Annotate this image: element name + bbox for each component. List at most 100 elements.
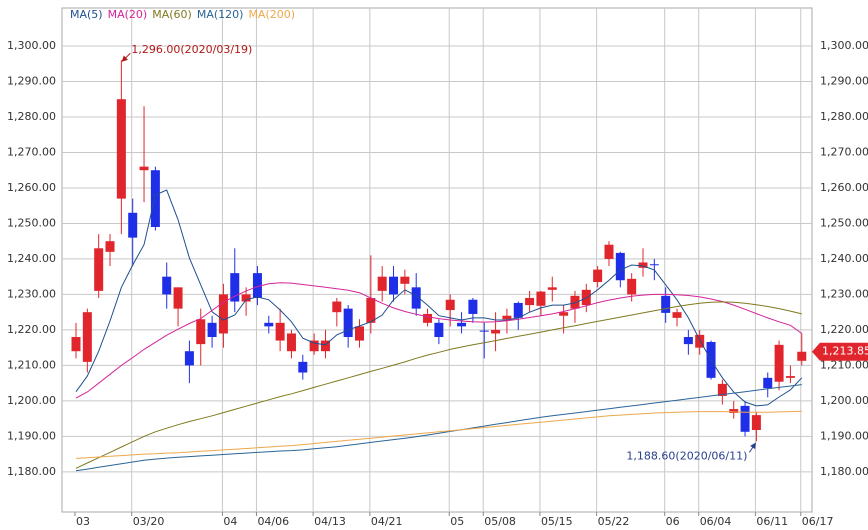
x-tick-label: 05/08 (484, 515, 516, 528)
candle-body (207, 322, 217, 338)
x-tick-label: 03/20 (133, 515, 165, 528)
legend-entry: MA(200) (248, 8, 295, 21)
x-tick-label: 05 (450, 515, 464, 528)
candle-body (627, 278, 637, 295)
candle-body (423, 313, 433, 323)
candle-body (355, 326, 364, 341)
candle-body (184, 351, 194, 366)
candle-body (649, 264, 659, 266)
candle-body (774, 344, 784, 382)
x-tick-label: 06/04 (700, 515, 732, 528)
ma-line (75, 384, 802, 472)
candle-body (343, 308, 353, 338)
candle-body (491, 329, 501, 334)
y2-tick-label: 1,290.00 (820, 74, 868, 87)
candle-body (785, 376, 795, 378)
candle-body (434, 322, 444, 338)
candle-body (604, 244, 614, 259)
plot-area (61, 7, 813, 513)
candle-body (638, 262, 648, 268)
candle-body (468, 299, 478, 314)
y2-tick-label: 1,210.00 (820, 358, 868, 371)
candle-body (332, 301, 342, 313)
y-tick-label: 1,220.00 (7, 323, 56, 336)
y-tick-label: 1,190.00 (7, 429, 56, 442)
candle-body (729, 409, 739, 413)
candle-body (763, 377, 773, 389)
y-tick-label: 1,300.00 (7, 39, 56, 52)
candle-body (286, 333, 296, 352)
candle-body (105, 241, 115, 252)
y2-tick-label: 1,190.00 (820, 429, 868, 442)
candle-body (218, 294, 228, 334)
candle-body (525, 297, 535, 306)
candle-body (82, 312, 92, 362)
candle-body (683, 337, 693, 345)
candle-body (559, 312, 569, 316)
x-tick-label: 05/15 (541, 515, 573, 528)
y2-tick-label: 1,230.00 (820, 287, 868, 300)
y-tick-label: 1,230.00 (7, 287, 56, 300)
candle-body (377, 276, 387, 291)
y2-tick-label: 1,250.00 (820, 216, 868, 229)
candle-body (513, 302, 523, 318)
last-price-label: 1,213.85 (822, 345, 868, 358)
y-tick-label: 1,280.00 (7, 110, 56, 123)
y-tick-label: 1,260.00 (7, 181, 56, 194)
candle-body (320, 340, 330, 352)
x-tick-label: 04/06 (257, 515, 289, 528)
candle-body (162, 276, 172, 295)
y-tick-label: 1,270.00 (7, 145, 56, 158)
legend-entry: MA(120) (197, 8, 244, 21)
candle-body (173, 287, 183, 309)
y2-tick-label: 1,280.00 (820, 110, 868, 123)
x-tick-label: 06 (666, 515, 680, 528)
y-tick-label: 1,240.00 (7, 252, 56, 265)
y2-tick-label: 1,180.00 (820, 465, 868, 478)
y-tick-label: 1,210.00 (7, 358, 56, 371)
x-tick-label: 05/22 (598, 515, 630, 528)
candle-body (502, 315, 512, 320)
annotation-high: 1,296.00(2020/03/19) (131, 43, 252, 56)
candles (71, 60, 807, 442)
candle-body (366, 297, 376, 323)
candle-body (445, 299, 455, 311)
candle-body (740, 405, 750, 432)
candle-body (150, 170, 160, 227)
candle-body (264, 322, 274, 327)
candle-body (71, 337, 81, 352)
candle-body (751, 415, 761, 431)
candle-body (593, 269, 603, 283)
legend-entry: MA(60) (152, 8, 192, 21)
candle-body (797, 351, 807, 361)
y2-tick-label: 1,220.00 (820, 323, 868, 336)
y2-tick-label: 1,240.00 (820, 252, 868, 265)
candle-body (661, 295, 671, 313)
y-tick-label: 1,290.00 (7, 74, 56, 87)
x-tick-label: 06/17 (802, 515, 834, 528)
y2-tick-label: 1,300.00 (820, 39, 868, 52)
x-tick-label: 04/13 (314, 515, 346, 528)
candle-body (128, 212, 138, 238)
candle-body (116, 99, 126, 199)
candle-body (695, 334, 705, 348)
last-price-tag (812, 342, 868, 361)
candle-body (570, 295, 580, 309)
candle-body (230, 273, 240, 302)
candle-body (139, 166, 149, 171)
candle-body (275, 322, 285, 341)
candle-body (717, 383, 727, 396)
candle-body (252, 273, 262, 298)
candle-body (389, 276, 399, 295)
candle-body (411, 287, 421, 309)
y-tick-label: 1,180.00 (7, 465, 56, 478)
x-tick-label: 04 (223, 515, 237, 528)
candle-body (298, 361, 308, 373)
candle-body (615, 252, 625, 281)
candle-body (457, 322, 467, 327)
candle-body (536, 291, 546, 306)
ma-line (75, 282, 803, 399)
legend-entry: MA(5) (70, 8, 103, 21)
ma-line (75, 410, 802, 459)
